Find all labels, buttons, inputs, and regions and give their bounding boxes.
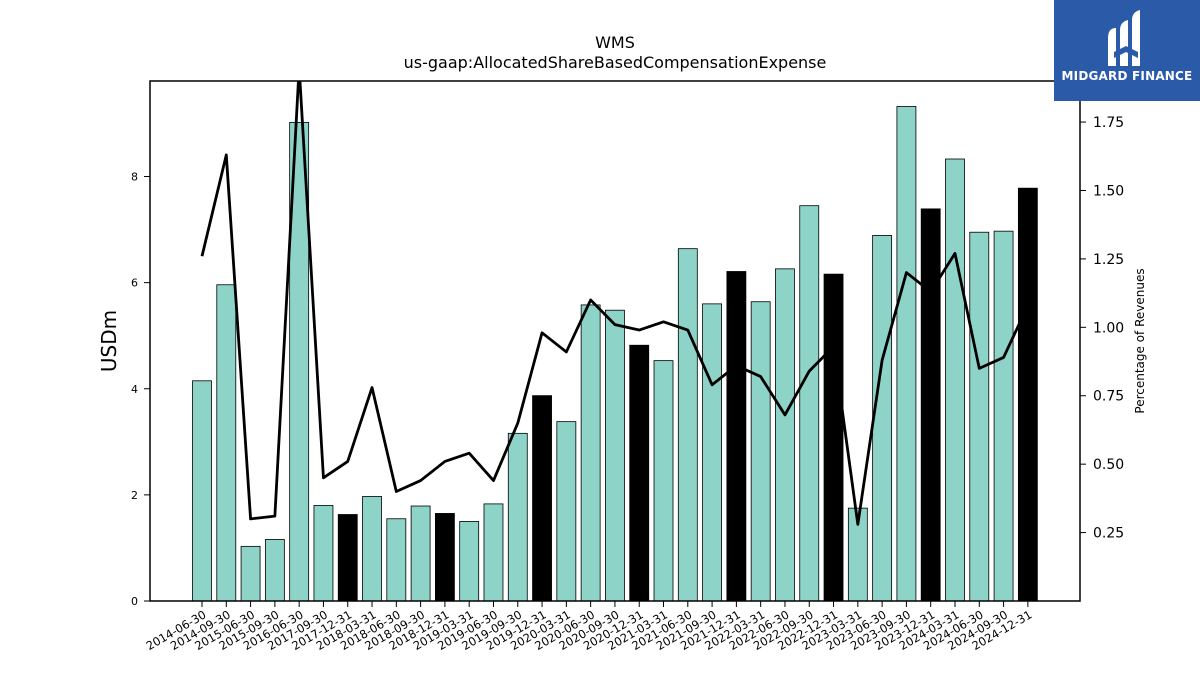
bar	[775, 268, 795, 601]
y-tick-label: 2	[131, 489, 138, 502]
bar	[556, 421, 577, 601]
bar	[847, 507, 868, 601]
plot-series	[192, 81, 1038, 601]
bar	[1017, 187, 1038, 601]
y-tick-label: 4	[131, 383, 138, 396]
bar	[750, 301, 771, 601]
bar	[264, 539, 285, 601]
bar	[653, 360, 674, 601]
bar	[434, 513, 455, 601]
bar	[629, 344, 650, 601]
bar	[240, 545, 261, 601]
chart-subtitle: us-gaap:AllocatedShareBasedCompensationE…	[404, 53, 827, 72]
bar	[823, 273, 844, 601]
y2-axis-label: Percentage of Revenues	[1133, 268, 1147, 413]
bar	[580, 304, 601, 601]
bar	[896, 106, 917, 601]
bar	[945, 158, 965, 601]
bar	[410, 505, 431, 601]
bar	[677, 248, 698, 601]
bar	[362, 496, 382, 601]
y2-tick-label: 1.25	[1093, 252, 1124, 268]
bar	[702, 303, 722, 601]
bar	[483, 503, 504, 601]
bar	[216, 284, 237, 601]
bar	[605, 309, 625, 601]
y2-tick-label: 1.50	[1093, 183, 1124, 199]
bar	[507, 432, 528, 601]
bar	[726, 271, 747, 601]
y2-tick-label: 0.75	[1093, 389, 1124, 405]
bar	[799, 205, 820, 601]
plot-frame	[149, 80, 1081, 602]
y2-tick-label: 0.50	[1093, 457, 1124, 473]
plot-area: 024680.250.500.751.001.251.501.752014-06…	[131, 81, 1124, 653]
y-tick-label: 0	[131, 595, 138, 608]
bar	[993, 230, 1014, 601]
bar	[920, 208, 941, 601]
y-tick-label: 6	[131, 277, 138, 290]
midgard-finance-logo: MIDGARD FINANCE	[1054, 0, 1200, 101]
y-axis-label: USDm	[97, 310, 121, 372]
bar	[192, 380, 212, 601]
y2-tick-label: 1.75	[1093, 115, 1124, 131]
bar	[872, 235, 893, 601]
logo-text: MIDGARD FINANCE	[1061, 69, 1193, 83]
midgard-logo-icon	[1108, 10, 1140, 66]
chart-title: WMS	[595, 33, 635, 52]
revenue-percentage-line	[200, 81, 1030, 526]
bar	[313, 505, 334, 601]
bar	[532, 395, 552, 601]
bar	[969, 231, 990, 601]
y2-tick-label: 0.25	[1093, 526, 1124, 542]
y-tick-label: 8	[131, 171, 138, 184]
y2-tick-label: 1.00	[1093, 320, 1124, 336]
bar	[459, 521, 480, 601]
bar	[386, 518, 407, 601]
bar	[337, 514, 358, 601]
